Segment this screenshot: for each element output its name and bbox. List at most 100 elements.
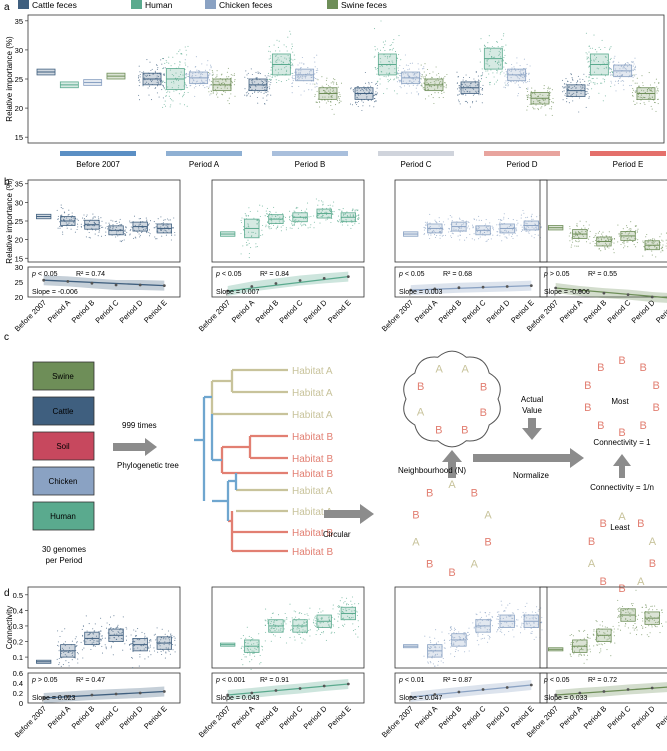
jitter-point (650, 105, 652, 107)
jitter-point (217, 96, 219, 98)
jitter-point (212, 91, 214, 93)
jitter-point (148, 74, 151, 76)
jitter-point (231, 81, 233, 83)
jitter-point (619, 77, 622, 79)
jitter-point (335, 82, 338, 84)
jitter-point (613, 635, 615, 637)
jitter-point (642, 240, 644, 242)
jitter-point (203, 81, 205, 83)
jitter-point (163, 73, 166, 75)
jitter-point (337, 606, 339, 608)
jitter-point (146, 74, 149, 76)
jitter-point (473, 233, 475, 235)
jitter-point (441, 92, 443, 95)
jitter-point (156, 75, 158, 77)
jitter-point (621, 605, 624, 607)
jitter-point (597, 232, 599, 234)
jitter-point (394, 71, 396, 74)
jitter-point (527, 87, 529, 89)
jitter-point (333, 83, 335, 85)
jitter-point (240, 637, 242, 639)
jitter-point (280, 81, 282, 83)
jitter-point (265, 224, 267, 226)
jitter-point (522, 611, 524, 613)
jitter-point (286, 618, 288, 620)
jitter-point (212, 74, 214, 76)
jitter-point (620, 243, 622, 246)
jitter-point (267, 79, 269, 81)
jitter-point (444, 224, 446, 226)
jitter-point (430, 642, 432, 644)
jitter-point (473, 239, 476, 241)
jitter-point (409, 80, 411, 82)
period-bar (60, 151, 136, 156)
jitter-point (313, 221, 315, 223)
jitter-point (544, 105, 546, 107)
jitter-point (437, 664, 439, 666)
jitter-point (413, 80, 415, 82)
jitter-point (575, 240, 577, 243)
jitter-point (376, 48, 378, 50)
jitter-point (120, 241, 123, 243)
jitter-point (142, 85, 144, 87)
jitter-point (537, 610, 539, 612)
jitter-point (543, 85, 545, 87)
jitter-point (438, 72, 440, 75)
jitter-point (119, 223, 121, 226)
jitter-point (637, 228, 639, 230)
sub-y-tick-label: 30 (15, 263, 23, 272)
jitter-point (642, 618, 644, 620)
jitter-point (601, 82, 603, 84)
x-tick-label: Period B (582, 298, 609, 325)
jitter-point (602, 100, 604, 102)
arrow-to-tree (113, 438, 157, 456)
jitter-point (496, 62, 498, 64)
jitter-point (307, 614, 309, 617)
jitter-point (583, 654, 585, 656)
jitter-point (307, 72, 309, 75)
x-tick-label: Before 2007 (380, 298, 415, 333)
jitter-point (107, 228, 109, 230)
jitter-point (293, 223, 295, 225)
jitter-point (473, 218, 475, 220)
jitter-point (74, 231, 76, 233)
trend-point (481, 688, 485, 691)
jitter-point (185, 64, 187, 66)
jitter-point (245, 70, 247, 72)
jitter-point (504, 610, 506, 612)
jitter-point (588, 84, 590, 86)
jitter-point (241, 645, 243, 647)
jitter-point (384, 55, 386, 57)
jitter-point (635, 246, 637, 248)
jitter-point (562, 99, 564, 101)
jitter-point (613, 60, 615, 62)
jitter-point (588, 45, 590, 47)
jitter-point (661, 625, 664, 627)
jitter-point (594, 239, 597, 241)
p-value-text: < 0.05 (36, 271, 58, 278)
jitter-point (638, 86, 640, 88)
jitter-point (593, 630, 595, 632)
r-squared: R² = 0.91 (260, 677, 289, 684)
jitter-point (612, 625, 614, 627)
jitter-point (364, 82, 367, 84)
jitter-point (423, 71, 425, 73)
x-tick-label: Period D (118, 298, 145, 325)
jitter-point (273, 44, 275, 46)
jitter-point (97, 216, 99, 218)
jitter-point (74, 638, 76, 640)
jitter-point (586, 654, 589, 656)
jitter-point (468, 76, 471, 79)
jitter-point (408, 75, 410, 77)
jitter-point (362, 105, 364, 107)
jitter-point (173, 82, 175, 84)
jitter-point (309, 629, 311, 631)
jitter-point (290, 62, 292, 64)
jitter-point (256, 96, 258, 99)
jitter-point (588, 60, 590, 62)
jitter-point (521, 226, 523, 228)
jitter-point (603, 81, 606, 83)
jitter-point (324, 96, 326, 98)
jitter-point (321, 99, 323, 101)
